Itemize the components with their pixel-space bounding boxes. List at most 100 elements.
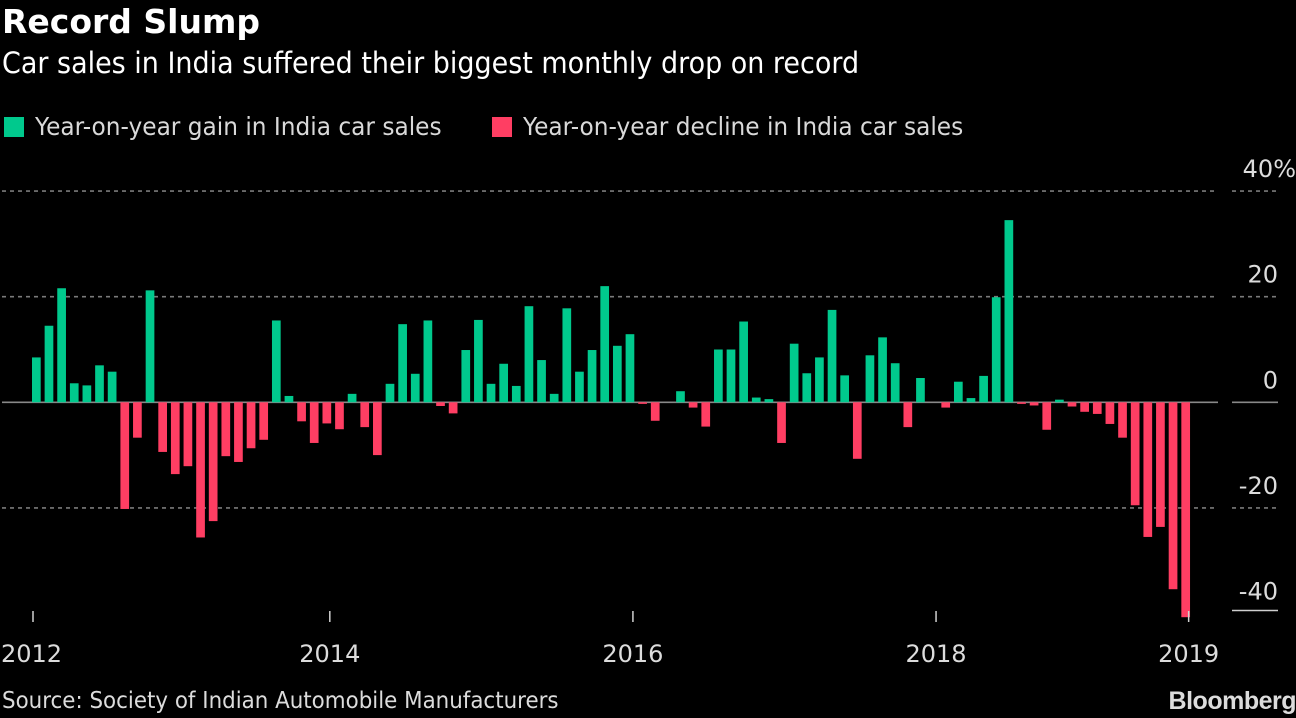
bar-decline: [373, 402, 382, 456]
bar-decline: [852, 402, 862, 459]
bar-gain: [107, 371, 117, 403]
bar-decline: [259, 402, 269, 440]
bar-gain: [979, 375, 988, 403]
bar-gain: [865, 355, 875, 403]
bar-gain: [44, 325, 54, 403]
bar-gain: [575, 371, 584, 403]
bar-decline: [297, 402, 306, 422]
bar-decline: [1118, 402, 1127, 438]
bar-gain: [953, 381, 963, 403]
bar-gain: [82, 385, 92, 403]
bar-decline: [650, 402, 660, 421]
bar-decline: [941, 402, 951, 408]
bar-gain: [69, 383, 79, 403]
bar-gain: [499, 363, 509, 403]
bar-gain: [600, 286, 610, 403]
bar-decline: [360, 402, 370, 428]
bar-decline: [1029, 402, 1039, 406]
bar-gain: [423, 320, 433, 403]
bar-decline: [1168, 402, 1178, 590]
bar-gain: [562, 308, 572, 403]
bar-gain: [1004, 220, 1014, 403]
bar-gain: [284, 395, 294, 403]
legend-swatch-gain-icon: [4, 116, 24, 137]
bar-decline: [335, 402, 344, 430]
bar-gain: [714, 349, 723, 403]
bar-decline: [1067, 402, 1077, 407]
bloomberg-logo: Bloomberg: [1168, 687, 1296, 715]
bar-decline: [1092, 402, 1102, 414]
bar-gain: [966, 398, 976, 403]
x-tick-label: 2018: [906, 640, 967, 668]
bar-decline: [903, 402, 913, 428]
y-tick-label: 20: [1247, 261, 1278, 289]
bar-gain: [840, 375, 850, 403]
bar-gain: [764, 399, 774, 403]
chart-title: Record Slump: [2, 2, 260, 41]
y-tick-label: 40%: [1243, 155, 1296, 183]
bar-gain: [726, 349, 736, 403]
bar-decline: [309, 402, 319, 443]
bar-decline: [638, 402, 647, 404]
bar-gain: [789, 343, 799, 403]
bar-decline: [777, 402, 786, 443]
x-tick-label: 2019: [1158, 640, 1219, 668]
bar-gain: [385, 383, 395, 403]
bar-decline: [183, 402, 193, 467]
bar-gain: [676, 391, 685, 403]
legend-label-decline: Year-on-year decline in India car sales: [523, 112, 964, 141]
bar-gain: [878, 337, 887, 403]
chart-subtitle: Car sales in India suffered their bigges…: [2, 46, 860, 80]
x-tick-label: 2014: [299, 640, 360, 668]
y-tick-label: -40: [1239, 578, 1278, 606]
bar-gain: [271, 320, 281, 403]
bar-gain: [916, 378, 925, 403]
bar-decline: [120, 402, 130, 509]
bar-decline: [234, 402, 243, 462]
bar-gain: [347, 393, 357, 403]
bar-decline: [688, 402, 698, 408]
bar-decline: [1080, 402, 1089, 412]
bar-gain: [612, 345, 622, 403]
bars: [32, 220, 1191, 618]
bar-decline: [246, 402, 256, 449]
bar-gain: [625, 334, 635, 403]
y-tick-label: -20: [1239, 472, 1278, 500]
bar-decline: [1130, 402, 1140, 506]
bar-gain: [802, 373, 812, 403]
bar-gain: [739, 321, 748, 403]
bar-gain: [890, 363, 900, 403]
bar-decline: [158, 402, 167, 452]
source-note: Source: Society of Indian Automobile Man…: [2, 688, 559, 714]
bar-gain: [815, 357, 824, 403]
bar-gain: [991, 297, 1001, 403]
bar-gain: [549, 393, 559, 403]
bar-decline: [701, 402, 711, 427]
bar-gain: [474, 319, 483, 403]
legend-item-decline: Year-on-year decline in India car sales: [492, 112, 974, 141]
bar-gain: [57, 288, 66, 403]
bar-gain: [32, 357, 41, 403]
legend-item-gain: Year-on-year gain in India car sales: [4, 112, 450, 141]
bar-gain: [524, 306, 534, 403]
x-tick-label: 2012: [1, 640, 62, 668]
legend-swatch-decline-icon: [492, 116, 513, 137]
bar-gain: [145, 290, 155, 403]
bar-decline: [436, 402, 445, 406]
bar-decline: [133, 402, 142, 438]
bar-decline: [322, 402, 332, 424]
bar-decline: [1105, 402, 1115, 424]
legend: Year-on-year gain in India car sales Yea…: [4, 112, 995, 141]
gridlines: [2, 190, 1278, 612]
x-tick-label: 2016: [602, 640, 663, 668]
bar-gain: [410, 373, 420, 403]
bar-decline: [1181, 402, 1191, 618]
bar-decline: [221, 402, 231, 457]
bar-gain: [461, 350, 471, 403]
bar-gain: [537, 360, 546, 403]
bar-decline: [196, 402, 205, 538]
x-axis: 2012 2014 2016 2018 2019: [1, 611, 1219, 668]
bar-gain: [587, 350, 597, 403]
bar-decline: [208, 402, 218, 522]
bar-gain: [511, 385, 521, 403]
